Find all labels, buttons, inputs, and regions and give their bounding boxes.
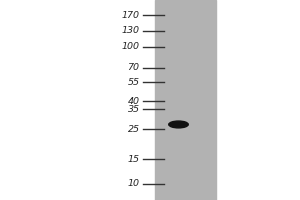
Text: 55: 55: [128, 78, 140, 87]
Text: 15: 15: [128, 155, 140, 164]
Bar: [154, 0, 216, 200]
Text: 40: 40: [128, 97, 140, 106]
Text: 170: 170: [122, 11, 140, 20]
Text: 35: 35: [128, 105, 140, 114]
Text: 25: 25: [128, 125, 140, 134]
Text: 10: 10: [128, 179, 140, 188]
Text: 130: 130: [122, 26, 140, 35]
Ellipse shape: [169, 121, 188, 128]
Text: 100: 100: [122, 42, 140, 51]
Text: 70: 70: [128, 63, 140, 72]
